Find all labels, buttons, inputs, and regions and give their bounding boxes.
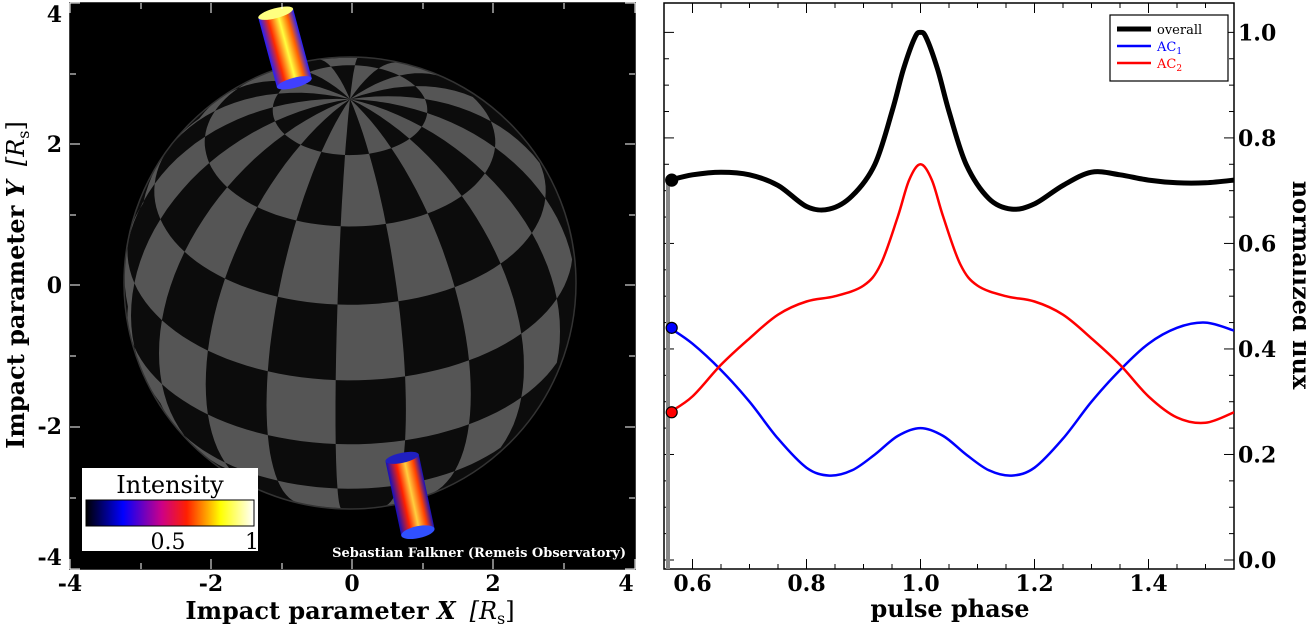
left-y-tick-label: 2 — [47, 132, 62, 158]
right-x-axis-title: pulse phase — [870, 594, 1029, 623]
series-line-ac2 — [668, 163, 1234, 425]
y-tick-label: 0.0 — [1238, 548, 1276, 574]
y-tick-label: 0.8 — [1238, 126, 1276, 152]
x-tick-label: 1.4 — [1129, 571, 1167, 597]
sphere-tile — [207, 414, 278, 481]
sphere-tile — [385, 213, 455, 302]
sphere-tile — [350, 99, 392, 154]
legend-label-overall: overall — [1157, 23, 1202, 38]
phase-marker-ac1 — [665, 321, 678, 334]
left-y-tick-label: 0 — [47, 273, 62, 299]
sphere-tile — [205, 93, 279, 137]
series-layer — [668, 29, 1234, 477]
sphere-tile — [209, 121, 285, 188]
sphere-tile — [350, 99, 422, 139]
left-axis-ticks — [69, 2, 636, 570]
sphere-tile — [314, 57, 360, 67]
colorbar-tick-0.5: 0.5 — [151, 530, 186, 555]
sphere-tile — [350, 75, 416, 100]
y-tick-label: 0.4 — [1238, 337, 1276, 363]
sphere-tile — [321, 99, 350, 155]
sphere-tile — [272, 98, 350, 122]
sphere-tile — [184, 435, 258, 489]
sphere-tile — [391, 138, 462, 214]
sphere-tile — [405, 360, 471, 441]
marker-layer — [665, 173, 679, 419]
sphere-tile — [415, 86, 491, 122]
sphere-tile — [277, 480, 341, 509]
right-tick-labels: 0.6 0.8 1.0 1.2 1.4 0.0 0.2 0.4 0.6 0.8 1.0 — [673, 20, 1276, 597]
phase-marker-ac2 — [665, 406, 678, 419]
x-tick-label: 1.2 — [1015, 571, 1053, 597]
sphere-tile — [378, 62, 443, 78]
sphere-tile — [257, 144, 322, 221]
left-y-tick-label: 4 — [47, 2, 62, 28]
left-x-tick-label: -4 — [58, 571, 82, 597]
left-x-tick-label: 2 — [485, 571, 500, 597]
series-line-ac1 — [668, 321, 1234, 477]
x-tick-label: 1.0 — [901, 571, 939, 597]
sphere-tile — [284, 99, 350, 145]
intensity-colorbar: Intensity 0.5 1 — [82, 468, 259, 555]
sphere-tile — [531, 198, 573, 299]
right-y-axis-title: normalized flux — [1287, 181, 1306, 390]
y-tick-label: 0.2 — [1238, 442, 1276, 468]
sphere-tile — [124, 242, 135, 347]
left-x-tick-label: 0 — [344, 571, 359, 597]
sphere-tile — [350, 96, 428, 113]
sphere-tile — [335, 440, 406, 489]
legend-label-ac2: AC2 — [1156, 57, 1182, 74]
left-panel: Intensity 0.5 1 Sebastian Falkner (Remei… — [1, 2, 636, 627]
accretion-column-bottom — [385, 451, 435, 540]
sphere-tile — [350, 65, 379, 100]
sphere-tile — [421, 113, 495, 174]
sphere-tile — [521, 298, 560, 398]
sphere-tile — [454, 397, 522, 472]
legend-label-ac1: AC1 — [1156, 40, 1182, 57]
x-tick-label: 0.6 — [673, 571, 711, 597]
sphere-tile — [134, 219, 185, 321]
credit-text: Sebastian Falkner (Remeis Observatory) — [332, 546, 626, 561]
right-panel: 0.6 0.8 1.0 1.2 1.4 0.0 0.2 0.4 0.6 0.8 1.0 overal… — [663, 2, 1306, 623]
left-x-axis-title: Impact parameter X [Rs] — [185, 596, 514, 627]
sphere-tile — [277, 220, 341, 305]
right-plot-frame — [663, 2, 1235, 570]
left-x-tick-label: 4 — [618, 571, 633, 597]
neutron-star-sphere — [123, 56, 577, 510]
sphere-tile — [454, 263, 522, 361]
sphere-tile — [266, 371, 336, 444]
sphere-tile — [461, 173, 532, 264]
sphere-tile — [490, 121, 546, 199]
sphere-tile — [207, 278, 278, 372]
sphere-tile — [154, 136, 210, 220]
colorbar-title: Intensity — [116, 471, 224, 499]
left-x-tick-label: -2 — [199, 571, 223, 597]
y-tick-label: 0.6 — [1238, 231, 1276, 257]
series-line-overall — [669, 29, 1234, 213]
y-tick-label: 1.0 — [1238, 20, 1276, 46]
left-y-axis-title: Impact parameter Y[Rs] — [1, 121, 33, 449]
sphere-tile — [340, 153, 386, 227]
phase-marker-bar — [666, 183, 670, 569]
sphere-tile — [159, 320, 208, 415]
sphere-tile — [134, 346, 185, 436]
legend: overall AC1 AC2 — [1109, 14, 1229, 82]
colorbar-tick-1: 1 — [245, 530, 259, 555]
phase-marker-overall — [665, 173, 679, 187]
sphere-tile — [335, 301, 406, 381]
left-y-tick-label: -4 — [38, 545, 62, 571]
x-tick-label: 0.8 — [787, 571, 825, 597]
sphere-tile — [184, 187, 258, 279]
left-y-tick-label: -2 — [38, 414, 62, 440]
sphere-tile — [308, 66, 350, 100]
sphere-tile — [168, 88, 239, 149]
